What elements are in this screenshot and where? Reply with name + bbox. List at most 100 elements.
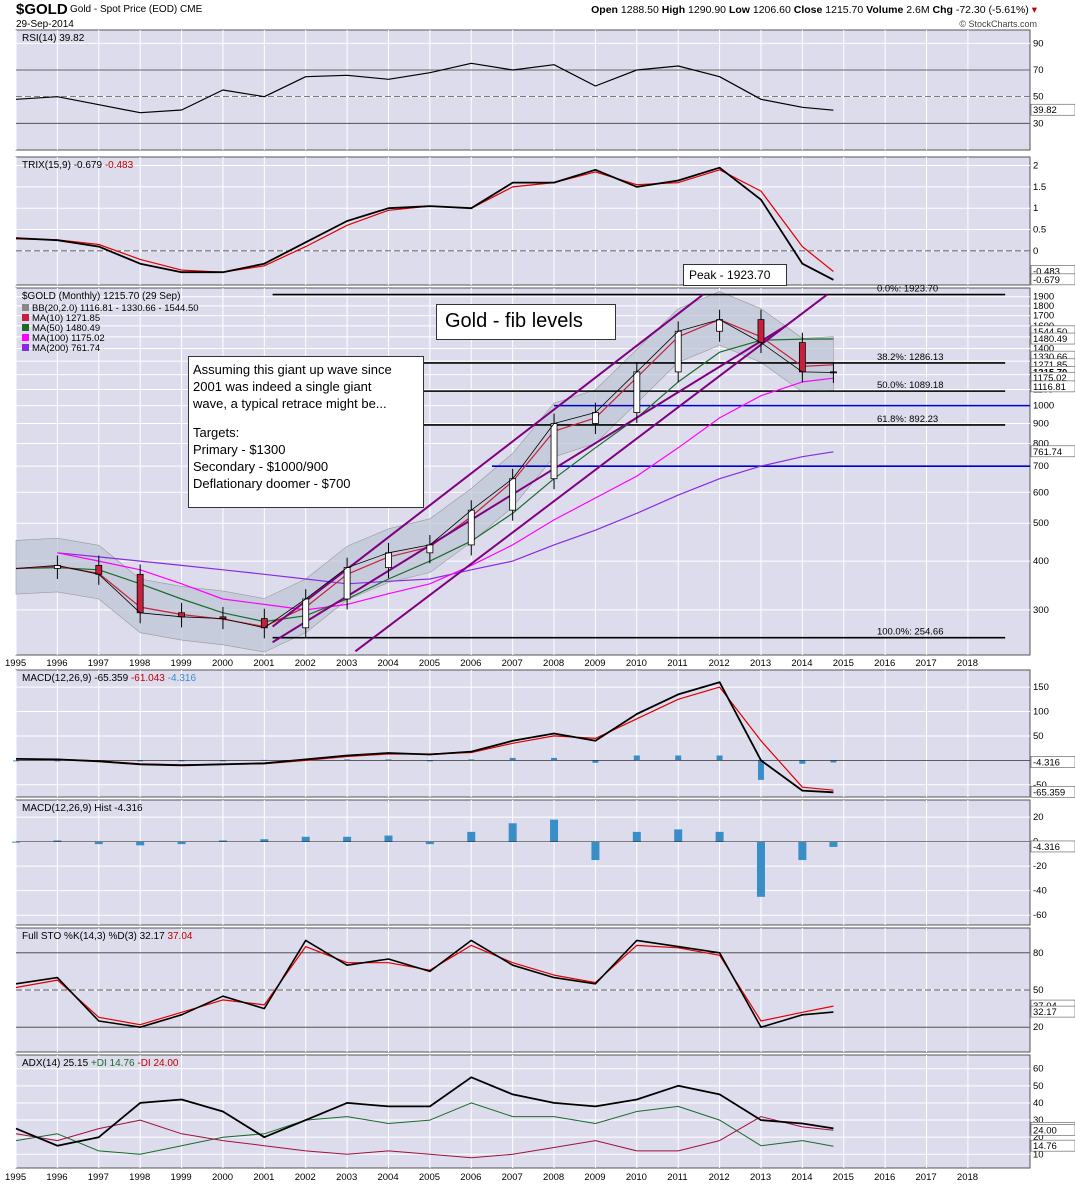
y-tick-label: 80	[1033, 948, 1044, 959]
chart-date: 29-Sep-2014	[16, 19, 74, 30]
title-part: +DI 14.76	[91, 1058, 137, 1069]
channel-lower-line	[354, 293, 828, 653]
x-tick-label: 2018	[957, 1172, 978, 1183]
x-tick-label: 2018	[957, 658, 978, 669]
macd-hist-bar	[592, 760, 599, 763]
hist-bar	[467, 831, 476, 842]
symbol: $GOLD	[16, 1, 68, 18]
title-part: TRIX(15,9)	[22, 160, 74, 171]
hist-bar	[53, 840, 62, 842]
x-tick-label: 2008	[543, 1172, 564, 1183]
macd-hist-bar	[551, 757, 558, 761]
hist-bar	[218, 840, 227, 842]
sto-d-line	[15, 944, 834, 1026]
x-tick-label: 2016	[874, 658, 895, 669]
value-tag: 24.00	[1033, 1125, 1057, 1136]
y-tick-label: 900	[1033, 418, 1049, 429]
x-tick-label: 2000	[212, 1172, 233, 1183]
macd-hist-bar	[675, 755, 682, 761]
target-doomer: Deflationary doomer - $700	[193, 476, 351, 491]
y-tick-label: -50	[1033, 780, 1047, 791]
value-tag: 1175.02	[1033, 373, 1067, 384]
panel-trix	[15, 156, 1031, 286]
legend-swatch	[22, 334, 29, 341]
macd-hist-bar	[219, 760, 226, 762]
legend-swatch	[22, 344, 29, 351]
hist-bar	[425, 841, 434, 845]
chg-label: Chg	[932, 4, 953, 16]
x-tick-label: 2005	[419, 658, 440, 669]
y-tick-label: 50	[1033, 731, 1044, 742]
hist-bar	[550, 819, 559, 842]
macd-line	[15, 681, 834, 794]
hist-bar	[798, 841, 807, 861]
title-part: 37.04	[167, 931, 192, 942]
x-tick-label: 2007	[502, 658, 523, 669]
legend-entry: MA(100) 1175.02	[32, 333, 105, 344]
x-tick-label: 2002	[295, 658, 316, 669]
y-tick-label: 0	[1033, 246, 1038, 257]
x-tick-label: 1996	[46, 1172, 67, 1183]
channel-mid-line	[272, 325, 787, 644]
value-tag: -4.316	[1033, 757, 1060, 768]
candle-body	[95, 564, 103, 575]
x-tick-label: 2011	[667, 658, 687, 669]
x-tick-label: 2009	[584, 1172, 605, 1183]
hist-bar	[829, 841, 838, 847]
instrument-title: Gold - Spot Price (EOD)	[70, 4, 178, 15]
y-tick-label: 50	[1033, 1081, 1044, 1092]
volume-value: 2.6M	[906, 4, 930, 16]
value-tag-box	[1030, 1005, 1075, 1018]
value-tag-box	[1030, 1139, 1075, 1152]
panel-title-rsi: RSI(14) 39.82	[22, 33, 85, 44]
y-tick-label: 70	[1033, 65, 1044, 76]
y-tick-label: 20	[1033, 1132, 1044, 1143]
x-tick-label: 1998	[129, 658, 150, 669]
candle-body	[136, 573, 144, 614]
candle-body	[302, 598, 310, 629]
ma100-line	[57, 377, 834, 611]
high-label: High	[661, 4, 686, 16]
macd-hist-bar	[716, 755, 723, 761]
hist-bar	[136, 841, 145, 846]
title-part: ADX(14) 25.15	[22, 1058, 91, 1069]
candle-body	[674, 330, 682, 373]
legend-entry: MA(200) 761.74	[32, 343, 100, 354]
x-tick-label: 2016	[874, 1172, 895, 1183]
y-tick-label: 100	[1033, 707, 1049, 718]
x-tick-label: 1997	[88, 1172, 109, 1183]
trix-line	[15, 166, 834, 281]
candle-body	[716, 319, 723, 332]
chart-title-box: Gold - fib levels	[436, 304, 616, 340]
value-tag: -0.483	[1033, 266, 1060, 277]
x-tick-label: 2001	[253, 1172, 274, 1183]
panel-macd	[15, 669, 1031, 798]
close-label: Close	[793, 4, 823, 16]
candle-body	[592, 412, 599, 424]
x-tick-label: 2007	[502, 1172, 523, 1183]
hist-bar	[260, 839, 269, 842]
x-tick-label: 2017	[916, 1172, 937, 1183]
value-tag-box	[1030, 380, 1075, 393]
candle-body	[343, 567, 351, 600]
x-tick-label: 1999	[171, 658, 192, 669]
legend-entry: BB(20,2.0) 1116.81 - 1330.66 - 1544.50	[32, 303, 199, 314]
x-tick-label: 1995	[5, 1172, 26, 1183]
x-tick-label: 2012	[709, 658, 730, 669]
target-primary: Primary - $1300	[193, 442, 286, 457]
macd-hist-bar	[385, 759, 392, 761]
y-tick-label: 40	[1033, 1098, 1044, 1109]
y-tick-label: 50	[1033, 985, 1044, 996]
value-tag: -4.316	[1033, 842, 1060, 853]
x-tick-label: 2006	[460, 1172, 481, 1183]
macd-hist-bar	[830, 760, 837, 763]
macd-hist-bar	[757, 760, 764, 780]
note-line-2: 2001 was indeed a single giant	[193, 379, 372, 394]
macd-hist-bar	[178, 760, 185, 762]
value-tag: 39.82	[1033, 105, 1057, 116]
y-tick-label: 600	[1033, 487, 1049, 498]
fib-level-label: 0.0%: 1923.70	[877, 284, 938, 295]
y-tick-label: 500	[1033, 518, 1049, 529]
macd-hist-bar	[13, 760, 19, 762]
value-tag-box	[1030, 756, 1075, 768]
